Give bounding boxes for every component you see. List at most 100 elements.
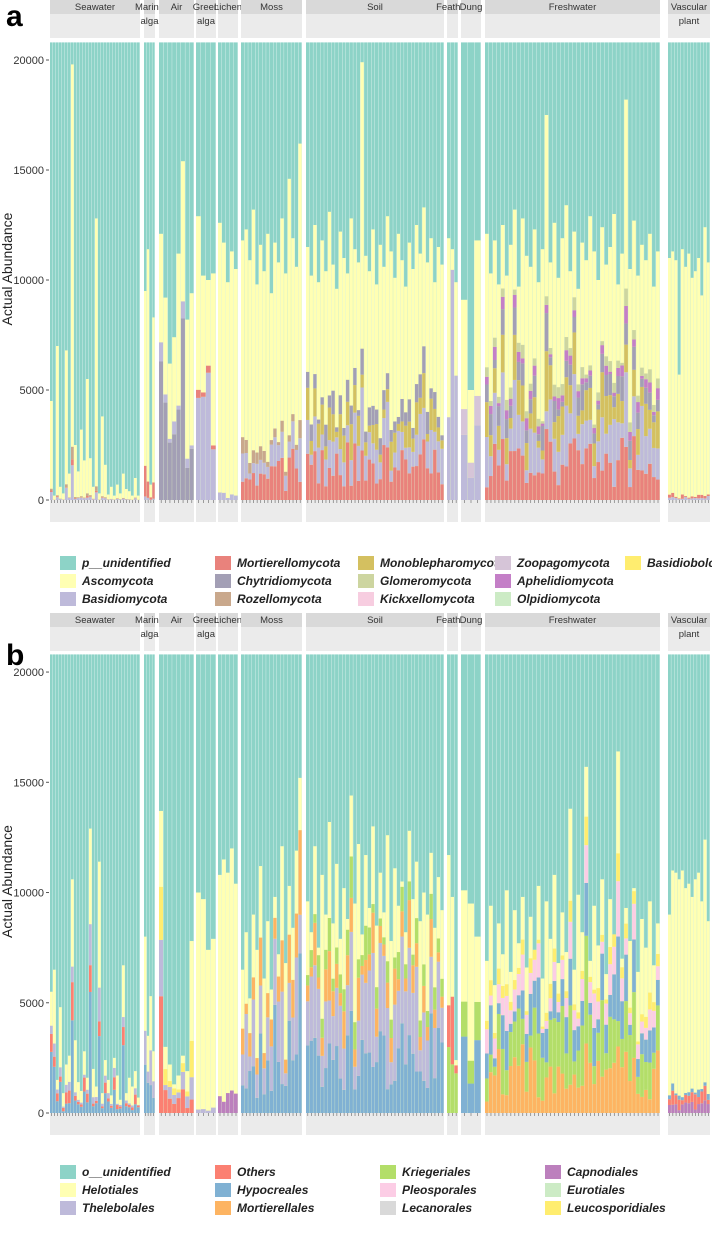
bar-segment [576, 1018, 581, 1027]
bar-unidentified [580, 654, 585, 1113]
bar-segment [560, 1073, 565, 1113]
bar-segment [284, 471, 288, 476]
bar-segment [600, 941, 605, 954]
bar-segment [89, 496, 92, 500]
bar-segment [196, 1109, 201, 1113]
bar-segment [324, 1068, 328, 1113]
bar-segment [512, 980, 517, 990]
bar-segment [612, 946, 616, 975]
bar-segment [77, 1082, 80, 1113]
legend-label: Zoopagomycota [516, 556, 610, 570]
legend-swatch [60, 1183, 76, 1197]
bar-segment [508, 1066, 513, 1113]
bar-segment [608, 373, 612, 396]
y-tick-label: 15000 [13, 165, 44, 177]
bar-segment [690, 496, 694, 499]
bar-segment [360, 387, 364, 451]
bar-segment [298, 953, 302, 1113]
bar-segment [385, 447, 390, 500]
bar-segment [656, 479, 660, 500]
bar-segment [107, 1101, 110, 1113]
bar-segment [62, 493, 65, 500]
bar-segment [680, 494, 684, 499]
bar-segment [668, 914, 671, 1113]
bar-segment [632, 330, 636, 340]
bar-segment [116, 1075, 119, 1113]
bar-segment [636, 469, 640, 500]
bar-segment [508, 1023, 513, 1033]
bar-segment [504, 438, 509, 465]
bar-segment [201, 1109, 206, 1113]
bar-segment [700, 1103, 704, 1113]
x-axis-band [218, 1113, 238, 1135]
bar-segment [144, 936, 147, 1113]
legend-swatch [215, 1201, 231, 1215]
bar-segment [389, 1084, 393, 1113]
bar-segment [86, 379, 89, 500]
bar-segment [324, 424, 328, 447]
bar-segment [116, 1109, 119, 1113]
bar-segment [640, 378, 644, 387]
bar-segment [74, 498, 77, 499]
bar-unidentified [324, 654, 328, 1113]
bar-segment [548, 1011, 553, 1020]
bar-segment [592, 1027, 597, 1067]
bar-segment [298, 481, 302, 500]
bar-segment [492, 359, 497, 369]
bar-segment [680, 1100, 684, 1105]
bar-segment [378, 1031, 382, 1113]
bar-segment [584, 845, 589, 883]
legend-label: Thelebolales [82, 1201, 155, 1215]
bar-segment [576, 415, 581, 434]
bar-segment [294, 449, 299, 469]
x-axis-band [50, 500, 140, 522]
bar-segment [520, 1018, 525, 1045]
bar-segment [656, 979, 660, 1006]
bar-segment [356, 415, 361, 446]
bar-unidentified [113, 42, 116, 501]
bar-unidentified [353, 654, 357, 1113]
bar-segment [284, 475, 288, 491]
bar-segment [596, 1001, 601, 1020]
bar-segment [584, 1043, 589, 1113]
facet-strip-sub [241, 14, 302, 38]
bar-segment [612, 934, 616, 947]
bar-segment [500, 288, 505, 297]
bar-segment [159, 361, 164, 500]
legend-label: Eurotiales [567, 1183, 625, 1197]
bar-segment [125, 1106, 128, 1113]
bar-unidentified [107, 42, 110, 501]
bar-segment [528, 413, 533, 429]
bar-segment [211, 445, 216, 450]
bar-segment [418, 1071, 422, 1113]
bar-segment [485, 384, 489, 403]
legend-swatch [380, 1183, 396, 1197]
bar-segment [700, 1089, 704, 1092]
bar-segment [492, 1075, 497, 1113]
bar-segment [218, 492, 222, 500]
bar-unidentified [440, 654, 444, 1113]
bar-segment [636, 1093, 640, 1113]
bar-segment [349, 1010, 353, 1113]
bar-unidentified [189, 654, 194, 1113]
bar-segment [516, 414, 521, 449]
bar-segment [536, 939, 541, 944]
bar-segment [371, 229, 375, 500]
bar-unidentified [269, 654, 273, 1113]
bar-segment [65, 484, 68, 488]
bar-segment [244, 439, 248, 453]
bar-unidentified [656, 654, 660, 1113]
bar-unidentified [454, 42, 458, 501]
bar-segment [450, 1064, 455, 1113]
bar-segment [324, 969, 328, 1002]
bar-segment [349, 897, 353, 932]
bar-unidentified [172, 654, 177, 1113]
bar-segment [544, 351, 549, 412]
bar-segment [422, 407, 426, 440]
bar-segment [488, 476, 493, 500]
bar-segment [298, 420, 302, 439]
bar-unidentified [316, 42, 321, 501]
bar-segment [680, 498, 684, 500]
legend-swatch [545, 1165, 561, 1179]
